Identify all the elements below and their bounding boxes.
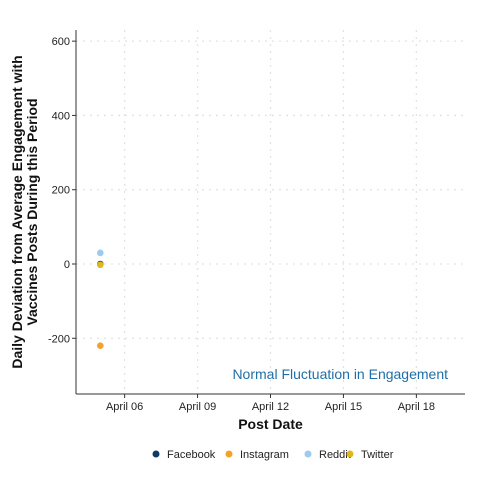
legend-label-facebook: Facebook — [167, 449, 216, 461]
x-tick-label: April 06 — [106, 401, 143, 413]
x-axis-title: Post Date — [238, 416, 303, 432]
legend-key-instagram — [225, 450, 233, 458]
legend-key-twitter — [346, 450, 354, 458]
y-tick-label: -200 — [48, 333, 70, 345]
y-axis-title-line-2: Vaccines Posts During this Period — [24, 98, 40, 325]
y-axis-title: Daily Deviation from Average Engagement … — [9, 55, 40, 368]
y-tick-label: 200 — [52, 185, 70, 197]
y-axis-title-line-1: Daily Deviation from Average Engagement … — [9, 55, 25, 368]
x-tick-label: April 12 — [252, 401, 289, 413]
data-point-instagram — [97, 342, 104, 350]
grid-lines — [76, 30, 465, 394]
annotation-text: Normal Fluctuation in Engagement — [232, 366, 448, 382]
x-ticks: April 06 April 09 April 12 April 15 April 18 — [106, 394, 435, 413]
legend-label-reddit: Reddit — [319, 449, 351, 461]
y-ticks: 600 400 200 0 -200 — [48, 36, 76, 345]
legend-label-twitter: Twitter — [361, 449, 394, 461]
legend: Facebook Instagram Reddit Twitter — [152, 449, 394, 461]
y-tick-label: 400 — [52, 110, 70, 122]
x-tick-label: April 09 — [179, 401, 216, 413]
x-tick-label: April 18 — [398, 401, 435, 413]
legend-label-instagram: Instagram — [240, 449, 289, 461]
y-tick-label: 0 — [64, 259, 70, 271]
data-points — [97, 249, 104, 350]
data-point-twitter — [97, 261, 104, 269]
x-tick-label: April 15 — [325, 401, 362, 413]
legend-key-facebook — [152, 450, 160, 458]
data-point-reddit — [97, 249, 104, 257]
y-tick-label: 600 — [52, 36, 70, 48]
legend-key-reddit — [304, 450, 312, 458]
